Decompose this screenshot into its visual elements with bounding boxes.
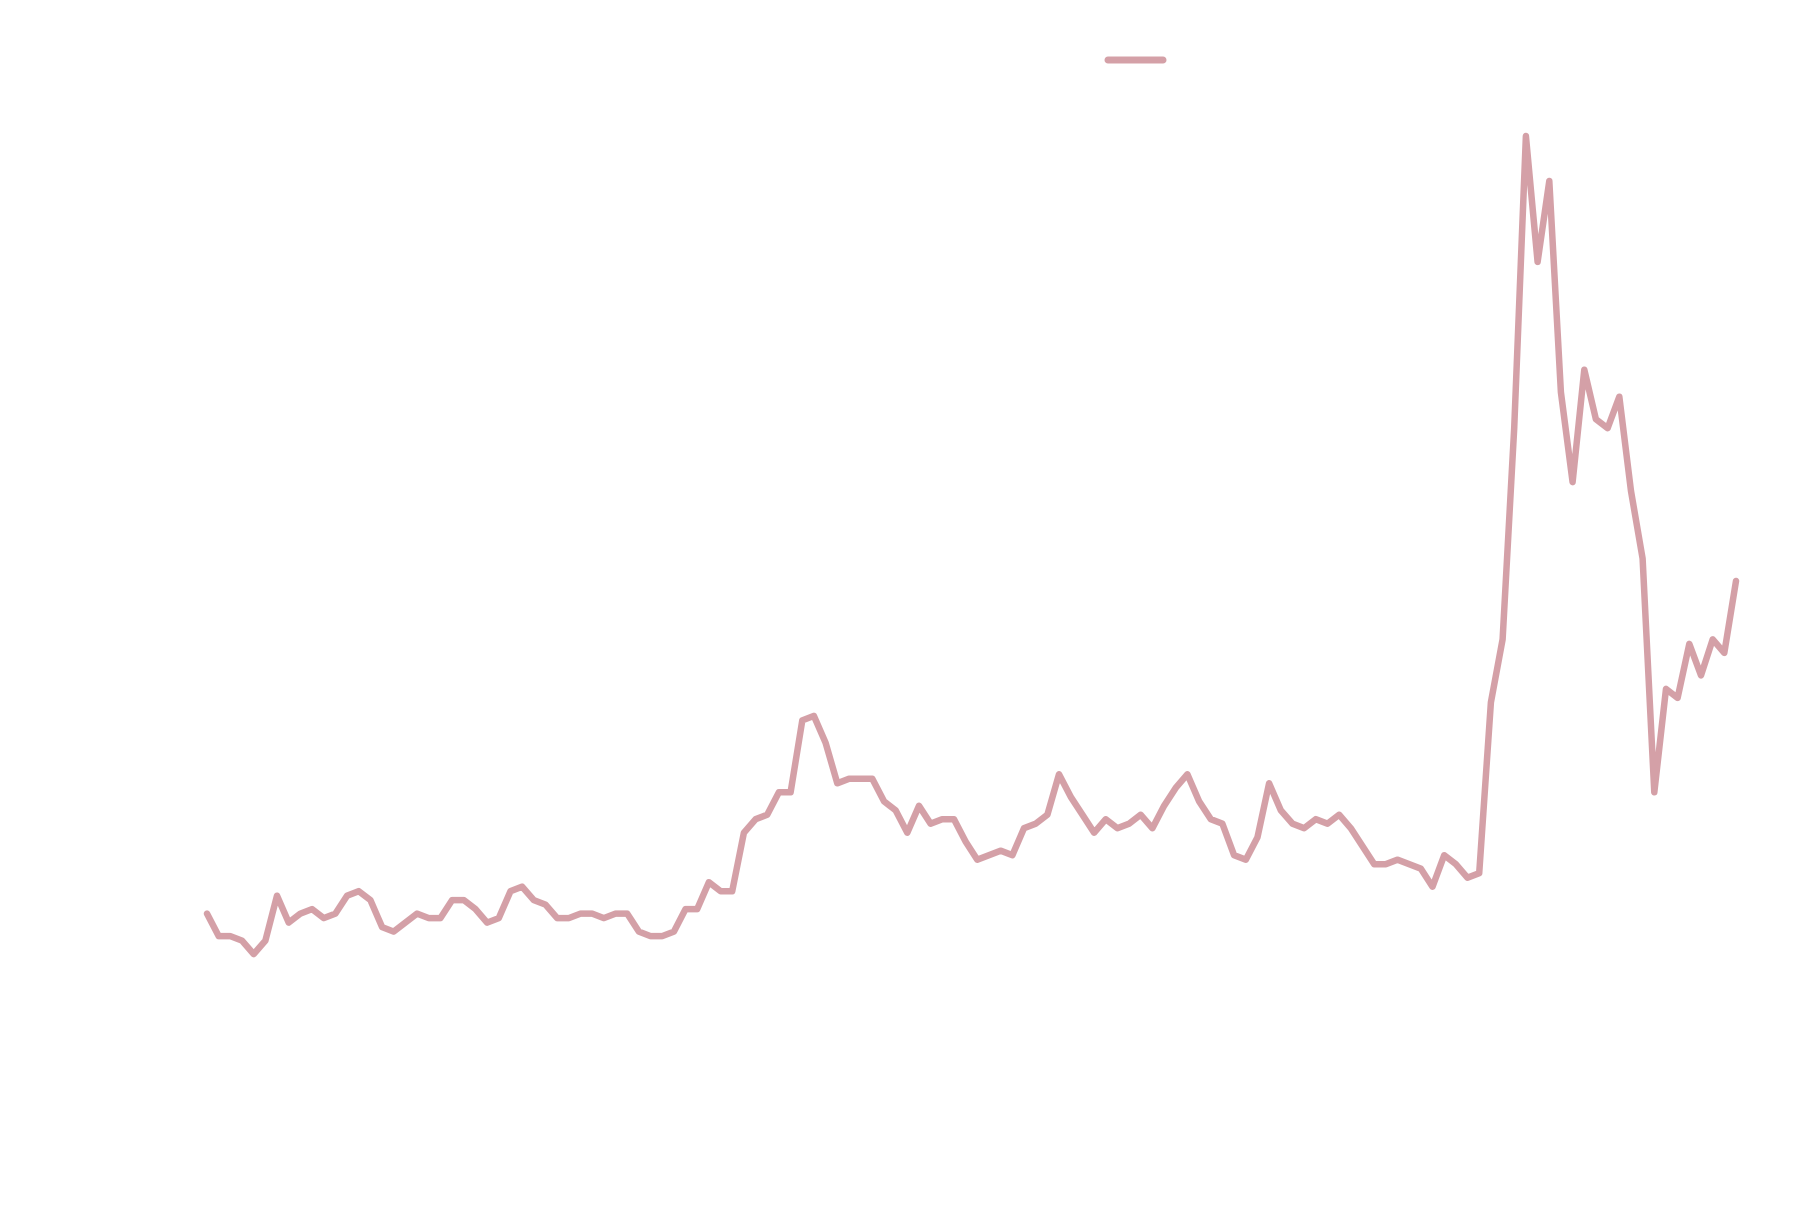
series-line-0 bbox=[207, 136, 1736, 954]
series-group bbox=[207, 136, 1736, 954]
